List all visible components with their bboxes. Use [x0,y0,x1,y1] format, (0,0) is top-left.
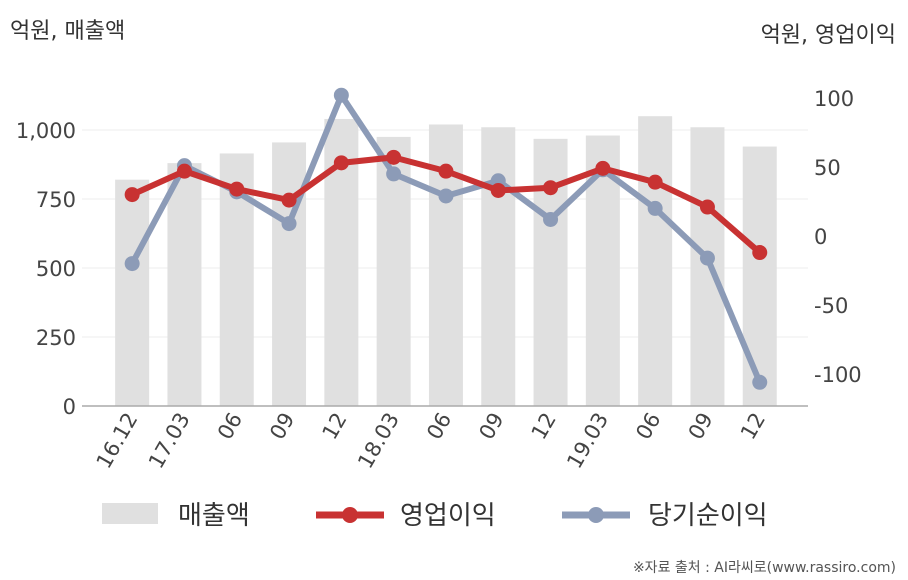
x-tick-label: 06 [213,409,247,444]
net-income-point [543,211,559,227]
operating-profit-point [281,192,297,208]
operating-profit-point [438,163,454,179]
revenue-bar [115,179,150,406]
legend-net-income-marker [588,507,604,523]
x-axis-ticks: 16.12 17.03 06 09 12 18.03 06 09 12 19.03 06 09 12 [92,409,770,473]
revenue-bar [481,127,516,407]
right-tick-label: 100 [814,87,854,111]
x-tick-label: 09 [684,409,718,444]
x-tick-label: 18.03 [353,409,404,473]
revenue-bar [690,127,725,407]
net-income-point [281,216,297,232]
line-series [124,87,768,390]
legend: 매출액 영업이익 당기순이익 [102,501,768,531]
x-tick-label: 06 [422,409,456,444]
net-income-point [647,200,663,216]
operating-profit-point [543,180,559,196]
net-income-point [699,250,715,266]
revenue-bar [742,146,777,406]
left-tick-label: 1,000 [16,119,76,143]
x-tick-label: 12 [527,409,561,444]
legend-revenue-swatch [102,503,158,524]
operating-profit-point [124,187,140,203]
net-income-point [438,188,454,204]
right-tick-label: -50 [814,294,848,318]
x-tick-label: 12 [318,409,352,444]
revenue-bar [638,116,673,406]
source-note: ※자료 출처 : AI라씨로(www.rassiro.com) [633,560,896,576]
x-tick-label: 12 [736,409,770,444]
operating-profit-point [176,163,192,179]
revenue-bar [533,138,568,406]
right-axis-unit-label: 억원, 영업이익 [761,23,896,48]
revenue-bars [115,116,777,407]
operating-profit-point [333,155,349,171]
revenue-bar [167,163,202,406]
operating-profit-point [752,245,768,261]
operating-profit-point [647,174,663,190]
right-axis-ticks: -100 -50 0 50 100 [814,87,862,387]
right-tick-label: -100 [814,363,862,387]
legend-operating-profit-marker [342,507,358,523]
operating-profit-point [699,199,715,215]
left-axis-unit-label: 억원, 매출액 [10,19,125,44]
operating-profit-point [229,181,245,197]
net-income-point [386,166,402,182]
x-tick-label: 16.12 [92,409,143,473]
revenue-bar [272,142,307,407]
net-income-point [333,87,349,103]
x-tick-label: 09 [265,409,299,444]
legend-revenue-label: 매출액 [178,501,250,531]
x-tick-label: 06 [631,409,665,444]
operating-profit-point [595,160,611,176]
left-tick-label: 0 [63,395,76,419]
net-income-point [752,374,768,390]
legend-net-income-label: 당기순이익 [648,501,768,531]
right-tick-label: 0 [814,225,827,249]
operating-profit-point [490,182,506,198]
x-tick-label: 19.03 [562,409,613,473]
left-axis-ticks: 0 250 500 750 1,000 [16,119,76,419]
left-tick-label: 250 [36,326,76,350]
right-tick-label: 50 [814,156,841,180]
x-tick-label: 09 [474,409,508,444]
x-tick-label: 17.03 [144,409,195,473]
left-tick-label: 750 [36,188,76,212]
left-tick-label: 500 [36,257,76,281]
operating-profit-point [386,149,402,165]
legend-operating-profit-label: 영업이익 [400,501,496,531]
net-income-point [124,256,140,272]
